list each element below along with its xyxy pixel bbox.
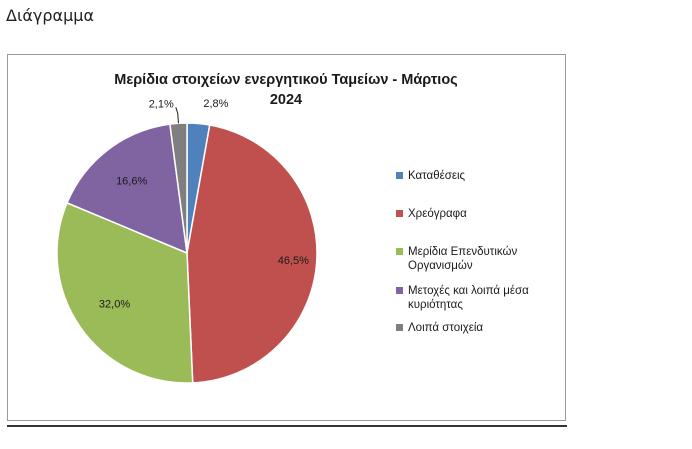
legend-swatch (396, 210, 403, 217)
leader-line (175, 107, 179, 124)
bottom-divider (7, 425, 567, 427)
legend-swatch (396, 324, 403, 331)
chart-title-line-1: Μερίδια στοιχείων ενεργητικού Ταμείων - … (114, 72, 457, 88)
slice-data-label: 16,6% (116, 176, 147, 188)
slice-data-label: 2,1% (149, 98, 174, 110)
pie-slice (169, 122, 188, 254)
legend-swatch (396, 287, 403, 294)
legend-swatch (396, 172, 403, 179)
pie-slice (66, 123, 188, 255)
legend-label: Καταθέσεις (408, 170, 466, 182)
pie-slices (56, 122, 318, 384)
legend-label: Μετοχές και λοιπά μέσα (408, 285, 529, 297)
legend-label: Χρεόγραφα (408, 208, 467, 220)
legend-swatch (396, 248, 403, 255)
chart-frame: Μερίδια στοιχείων ενεργητικού Ταμείων - … (7, 54, 566, 421)
pie-slice (56, 201, 194, 384)
slice-data-label: 32,0% (99, 299, 130, 311)
legend-label: Λοιπά στοιχεία (408, 322, 483, 334)
slice-data-label: 46,5% (278, 255, 309, 267)
pie-data-labels: 2,8% 46,5% 32,0% 16,6% 2,1% (99, 98, 309, 310)
pie-chart: Μερίδια στοιχείων ενεργητικού Ταμείων - … (56, 72, 529, 384)
legend-label: Οργανισμών (408, 260, 473, 272)
chart-legend: Καταθέσεις Χρεόγραφα Μερίδια Επενδυτικών Ορ… (396, 170, 529, 334)
legend-label: Μερίδια Επενδυτικών (408, 246, 517, 258)
page-heading: Διάγραμμα (6, 6, 94, 25)
chart-title-line-2: 2024 (270, 92, 302, 108)
pie-slice (186, 124, 318, 384)
legend-label: κυριότητας (408, 299, 463, 311)
slice-data-label: 2,8% (203, 98, 228, 110)
